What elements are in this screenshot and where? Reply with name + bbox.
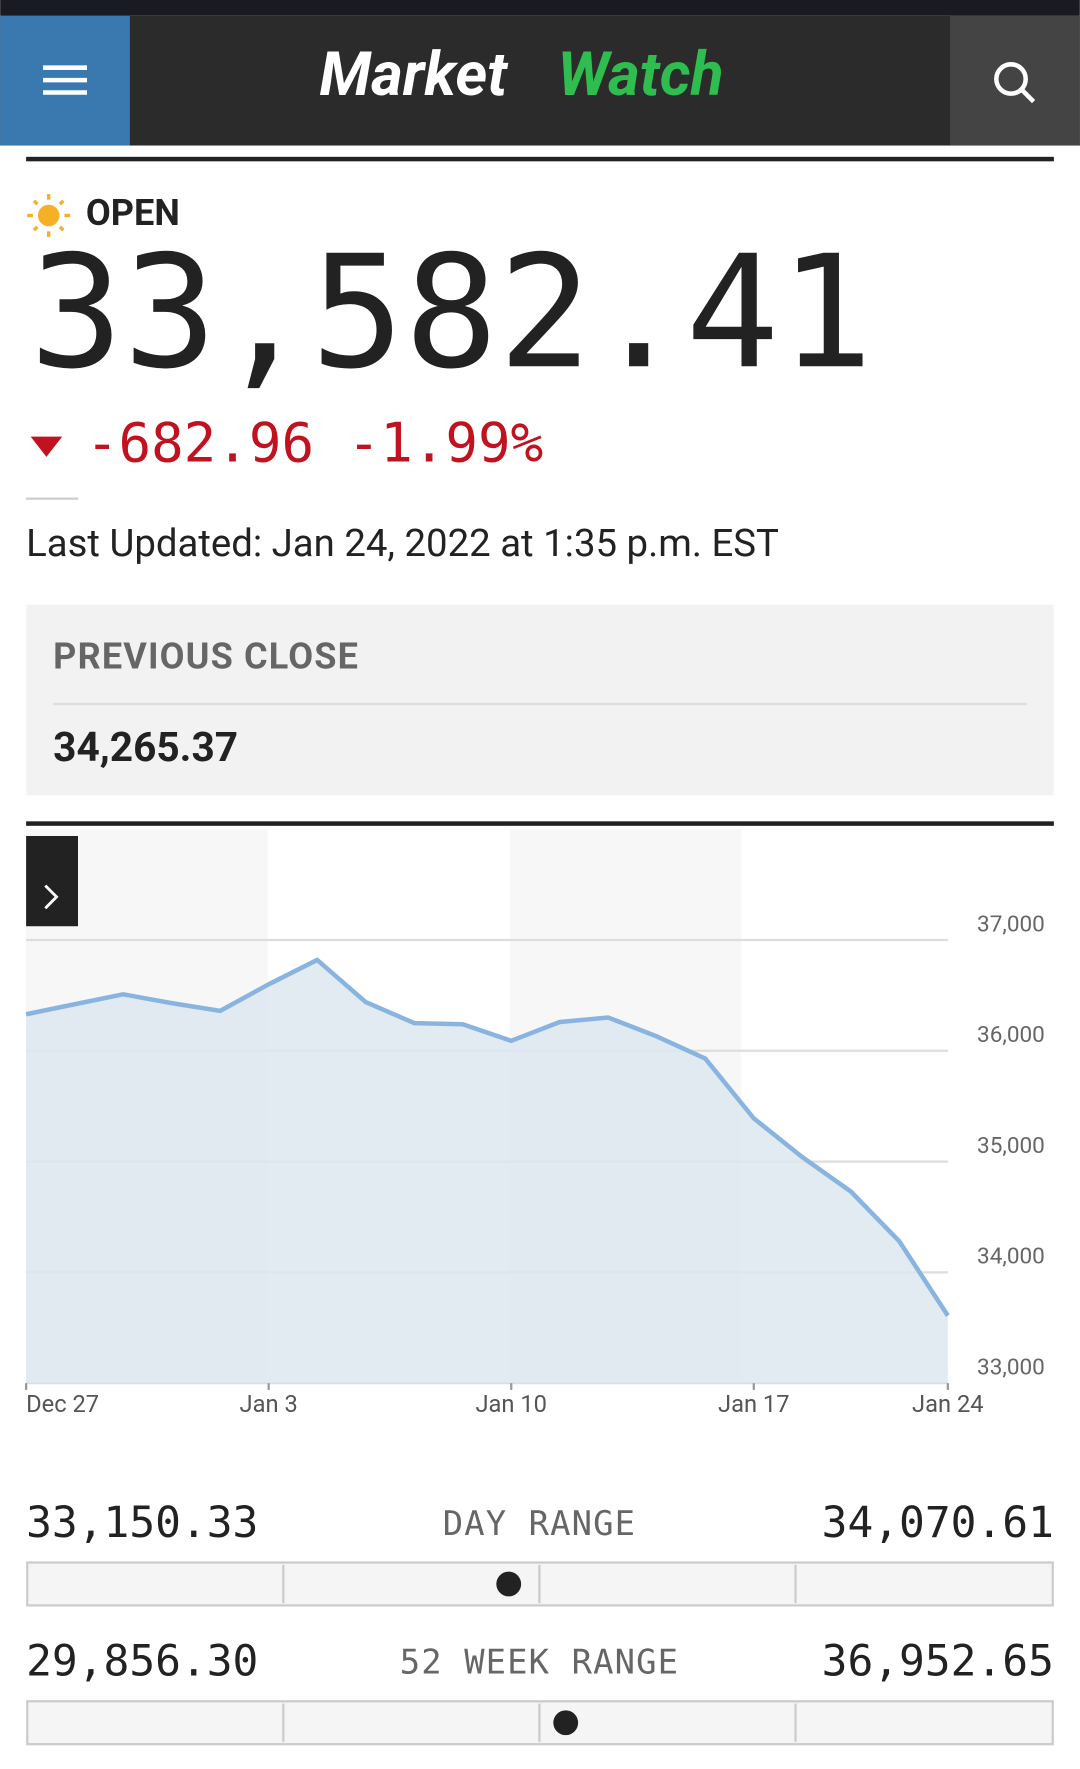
ranges: 33,150.33 DAY RANGE 34,070.61 29,856.30 52 W… bbox=[26, 1498, 1054, 1746]
chevron-icon bbox=[44, 884, 59, 910]
divider bbox=[26, 156, 1054, 162]
area bbox=[26, 959, 948, 1384]
y-tick-label: 36,000 bbox=[977, 1021, 1045, 1048]
range-label: DAY RANGE bbox=[443, 1504, 636, 1543]
chart: 33,000 34,000 35,000 36,000 37,000 Dec 27 Jan … bbox=[24, 829, 1045, 1418]
chart-expand-button[interactable] bbox=[26, 835, 79, 927]
range-low: 33,150.33 bbox=[26, 1498, 258, 1548]
logo-watch[interactable]: Watch bbox=[557, 38, 723, 110]
range-marker bbox=[496, 1571, 522, 1597]
x-tick-label: Jan 24 bbox=[912, 1390, 984, 1418]
x-tick-label: Jan 17 bbox=[718, 1390, 790, 1418]
range-marker bbox=[553, 1710, 579, 1736]
previous-close-box bbox=[26, 604, 1054, 796]
market-status: OPEN bbox=[86, 192, 180, 234]
x-tick-label: Jan 3 bbox=[240, 1390, 298, 1418]
x-tick-label: Jan 10 bbox=[475, 1390, 547, 1418]
range-label: 52 WEEK RANGE bbox=[400, 1643, 679, 1682]
price: 33,582.41 bbox=[29, 221, 873, 403]
range-high: 34,070.61 bbox=[822, 1498, 1054, 1548]
y-tick-label: 34,000 bbox=[977, 1243, 1045, 1270]
x-tick-label: Dec 27 bbox=[26, 1390, 99, 1418]
y-tick-label: 35,000 bbox=[977, 1132, 1045, 1159]
range-low: 29,856.30 bbox=[26, 1637, 258, 1687]
search-button[interactable] bbox=[950, 15, 1080, 146]
line bbox=[25, 957, 950, 1317]
menu-icon bbox=[43, 65, 88, 95]
logo-market[interactable]: Market bbox=[319, 38, 509, 110]
y-tick-label: 33,000 bbox=[977, 1353, 1045, 1380]
price-change: -682.96 bbox=[86, 411, 314, 474]
y-tick-label: 37,000 bbox=[977, 910, 1045, 937]
top-nav bbox=[0, 15, 1080, 146]
down-arrow bbox=[30, 436, 63, 457]
status-bar bbox=[0, 0, 1080, 16]
price-change-percent: -1.99% bbox=[348, 411, 544, 474]
previous-close-label: PREVIOUS CLOSE bbox=[53, 635, 359, 677]
divider bbox=[26, 821, 1054, 826]
previous-close-value: 34,265.37 bbox=[53, 723, 238, 771]
search-icon bbox=[994, 62, 1036, 104]
sun-icon bbox=[27, 194, 71, 237]
last-updated: Last Updated: Jan 24, 2022 at 1:35 p.m. … bbox=[26, 521, 779, 566]
range-high: 36,952.65 bbox=[822, 1637, 1054, 1687]
